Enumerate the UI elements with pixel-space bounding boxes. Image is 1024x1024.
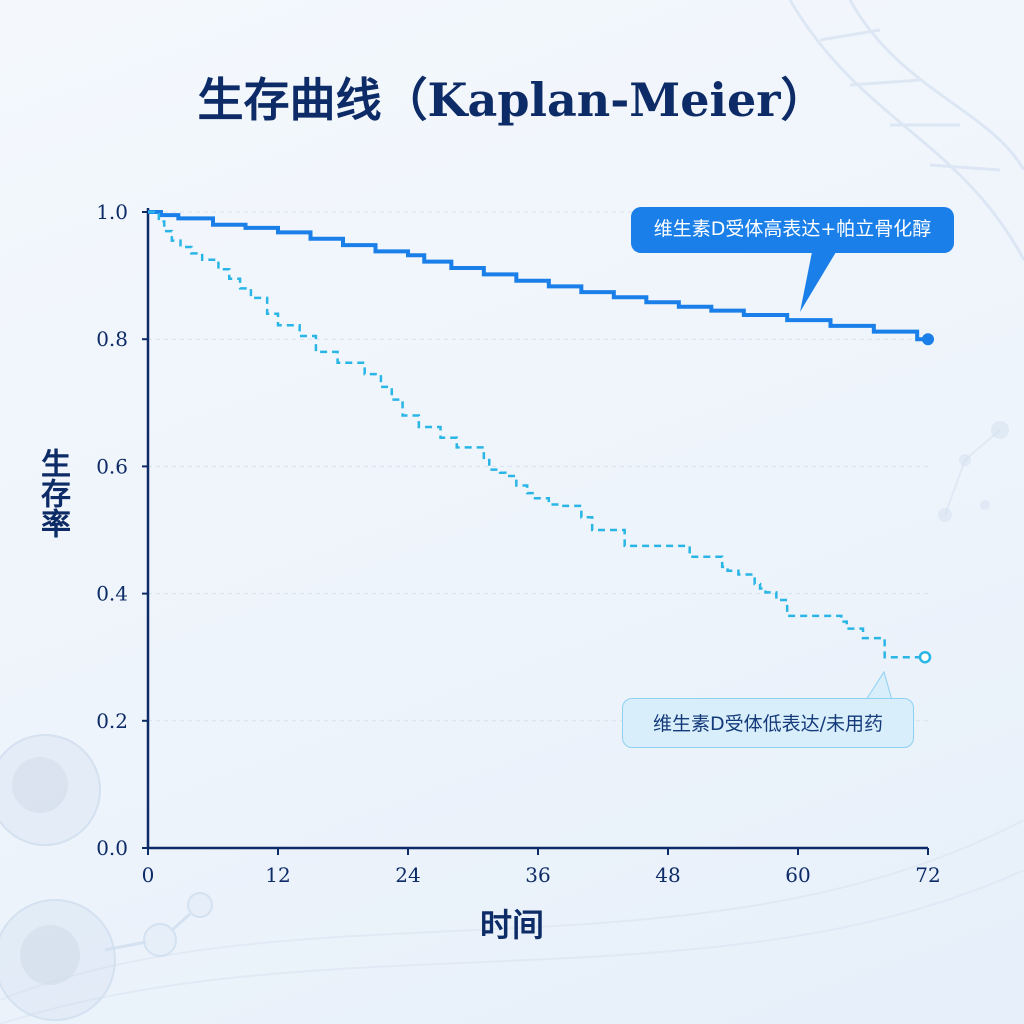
series-end-marker-0 bbox=[922, 333, 934, 346]
y-tick-label: 0.0 bbox=[96, 836, 128, 860]
y-tick-label: 0.8 bbox=[96, 327, 128, 351]
y-tick-label: 0.6 bbox=[96, 454, 128, 478]
x-tick-label: 24 bbox=[395, 863, 420, 887]
x-tick-label: 12 bbox=[265, 863, 290, 887]
series-line-0 bbox=[148, 210, 928, 342]
series-high-legend-callout: 维生素D受体高表达+帕立骨化醇 bbox=[631, 207, 954, 253]
x-axis-label: 时间 bbox=[479, 906, 544, 944]
series-layer bbox=[148, 210, 934, 664]
series-end-marker-1 bbox=[918, 650, 932, 664]
series-line-1 bbox=[148, 210, 928, 659]
callout-pointers bbox=[800, 252, 893, 701]
callout-pointer-low bbox=[865, 670, 893, 701]
y-tick-label: 1.0 bbox=[96, 200, 128, 224]
x-tick-label: 0 bbox=[142, 863, 155, 887]
x-tick-label: 48 bbox=[655, 863, 680, 887]
y-tick-label: 0.2 bbox=[96, 709, 128, 733]
x-tick-label: 36 bbox=[525, 863, 550, 887]
chart-title: 生存曲线（Kaplan-Meier） bbox=[197, 73, 827, 127]
series-low-legend-callout: 维生素D受体低表达/未用药 bbox=[622, 698, 914, 748]
y-axis-label: 生存率 bbox=[35, 448, 70, 538]
axes: 0.0 0.2 0.4 0.6 0.8 1.0 0 12 24 36 48 60 72 bbox=[96, 200, 941, 887]
callout-pointer-high bbox=[800, 252, 836, 312]
x-tick-label: 60 bbox=[785, 863, 810, 887]
y-tick-label: 0.4 bbox=[96, 582, 128, 606]
x-tick-label: 72 bbox=[915, 863, 940, 887]
